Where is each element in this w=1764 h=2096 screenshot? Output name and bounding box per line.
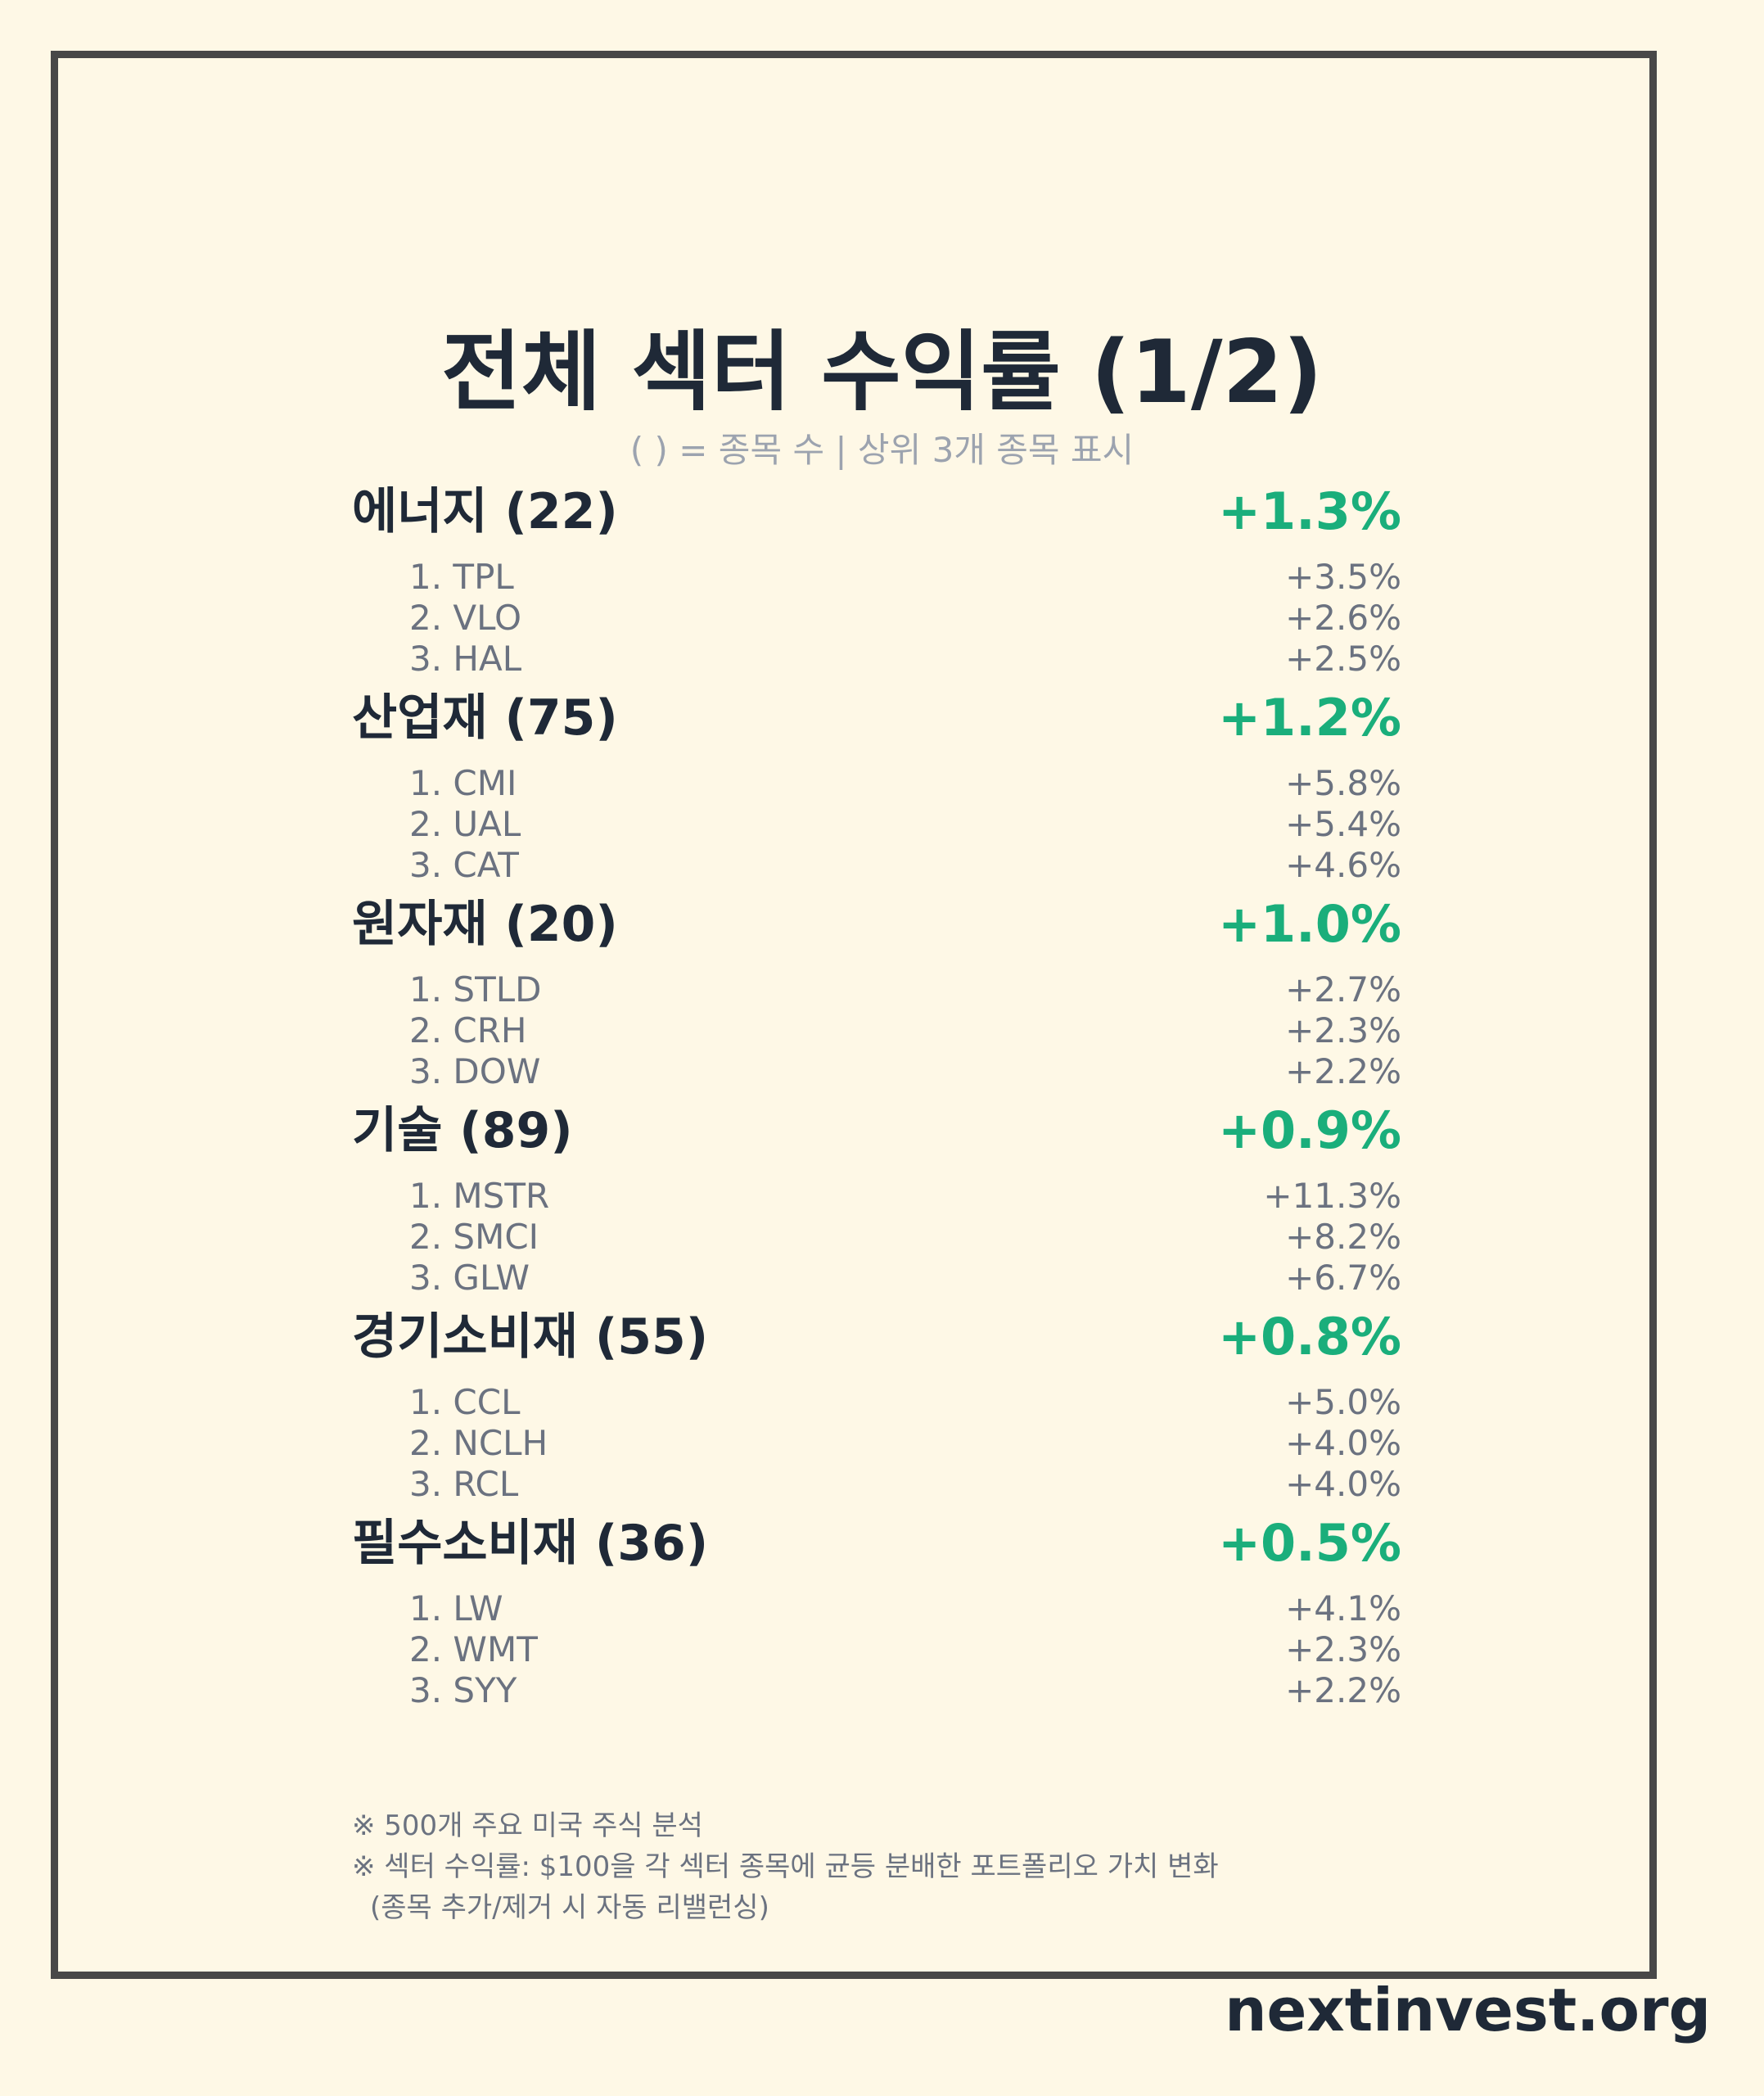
stock-list: 1. CCL +5.0% 2. NCLH +4.0% 3. RCL +4.0% [352,1382,1401,1505]
stock-row: 1. MSTR +11.3% [352,1176,1401,1217]
sector-header: 경기소비재 (55) +0.8% [352,1300,1401,1374]
sector-header: 기술 (89) +0.9% [352,1094,1401,1168]
content-frame [51,51,1657,1979]
sector-header: 필수소비재 (36) +0.5% [352,1506,1401,1580]
stock-name: 3. CAT [409,845,519,885]
sector-name: 에너지 (22) [352,483,618,540]
sector-return: +1.0% [1218,894,1401,954]
stock-row: 2. VLO +2.6% [352,598,1401,639]
stock-row: 3. HAL +2.5% [352,639,1401,680]
stock-return: +8.2% [1285,1217,1401,1257]
stock-name: 1. CMI [409,763,517,803]
sector-name: 산업재 (75) [352,689,618,747]
sector-name: 필수소비재 (36) [352,1515,709,1572]
stock-row: 1. CCL +5.0% [352,1382,1401,1423]
stock-name: 3. SYY [409,1670,517,1710]
stock-name: 3. DOW [409,1051,541,1091]
sector-block: 산업재 (75) +1.2% 1. CMI +5.8% 2. UAL +5.4%… [352,681,1401,888]
stock-name: 3. RCL [409,1464,519,1504]
stock-name: 1. TPL [409,557,514,597]
stock-name: 1. MSTR [409,1176,550,1216]
stock-row: 1. STLD +2.7% [352,969,1401,1010]
stock-row: 2. WMT +2.3% [352,1629,1401,1670]
stock-row: 3. RCL +4.0% [352,1464,1401,1505]
stock-name: 1. CCL [409,1382,521,1422]
stock-return: +2.2% [1285,1051,1401,1091]
stock-return: +4.1% [1285,1588,1401,1628]
stock-row: 2. SMCI +8.2% [352,1217,1401,1258]
stock-row: 3. SYY +2.2% [352,1670,1401,1711]
stock-name: 1. LW [409,1588,503,1628]
stock-name: 3. HAL [409,639,522,679]
stock-return: +4.0% [1285,1423,1401,1463]
stock-row: 3. GLW +6.7% [352,1258,1401,1299]
stock-return: +2.3% [1285,1629,1401,1669]
stock-list: 1. LW +4.1% 2. WMT +2.3% 3. SYY +2.2% [352,1588,1401,1711]
sector-block: 에너지 (22) +1.3% 1. TPL +3.5% 2. VLO +2.6%… [352,475,1401,681]
sector-header: 원자재 (20) +1.0% [352,888,1401,961]
sector-return: +0.9% [1218,1100,1401,1160]
stock-return: +2.5% [1285,639,1401,679]
sector-header: 에너지 (22) +1.3% [352,475,1401,549]
stock-row: 2. NCLH +4.0% [352,1423,1401,1464]
stock-return: +2.6% [1285,598,1401,638]
sector-block: 기술 (89) +0.9% 1. MSTR +11.3% 2. SMCI +8.… [352,1094,1401,1300]
sector-return: +1.2% [1218,688,1401,748]
sector-return: +1.3% [1218,481,1401,541]
sector-name: 기술 (89) [352,1102,573,1159]
stock-name: 2. UAL [409,804,521,844]
footnote-analysis-scope: ※ 500개 주요 미국 주식 분석 [352,1809,703,1842]
footnote-rebalancing: (종목 추가/제거 시 자동 리밸런싱) [370,1891,769,1924]
stock-return: +6.7% [1285,1258,1401,1298]
stock-list: 1. TPL +3.5% 2. VLO +2.6% 3. HAL +2.5% [352,557,1401,680]
stock-return: +11.3% [1263,1176,1401,1216]
sector-block: 경기소비재 (55) +0.8% 1. CCL +5.0% 2. NCLH +4… [352,1300,1401,1506]
stock-row: 2. UAL +5.4% [352,804,1401,845]
sector-return: +0.5% [1218,1513,1401,1573]
stock-list: 1. CMI +5.8% 2. UAL +5.4% 3. CAT +4.6% [352,763,1401,886]
stock-return: +5.0% [1285,1382,1401,1422]
stock-return: +2.2% [1285,1670,1401,1710]
stock-row: 2. CRH +2.3% [352,1010,1401,1051]
page-subtitle: ( ) = 종목 수 | 상위 3개 종목 표시 [629,430,1135,470]
stock-name: 2. NCLH [409,1423,548,1463]
sector-return: +0.8% [1218,1307,1401,1366]
stock-row: 3. DOW +2.2% [352,1051,1401,1092]
stock-name: 2. CRH [409,1010,527,1050]
stock-return: +4.0% [1285,1464,1401,1504]
stock-row: 1. TPL +3.5% [352,557,1401,598]
stock-name: 3. GLW [409,1258,530,1298]
stock-return: +5.4% [1285,804,1401,844]
sector-block: 필수소비재 (36) +0.5% 1. LW +4.1% 2. WMT +2.3… [352,1506,1401,1713]
stock-name: 2. SMCI [409,1217,539,1257]
sector-name: 경기소비재 (55) [352,1308,709,1366]
stock-name: 1. STLD [409,969,542,1010]
stock-return: +4.6% [1285,845,1401,885]
stock-name: 2. WMT [409,1629,538,1669]
sector-block: 원자재 (20) +1.0% 1. STLD +2.7% 2. CRH +2.3… [352,888,1401,1094]
page-title: 전체 섹터 수익률 (1/2) [441,322,1323,422]
stock-return: +2.3% [1285,1010,1401,1050]
stock-row: 3. CAT +4.6% [352,845,1401,886]
stock-list: 1. STLD +2.7% 2. CRH +2.3% 3. DOW +2.2% [352,969,1401,1092]
stock-return: +3.5% [1285,557,1401,597]
sector-list: 에너지 (22) +1.3% 1. TPL +3.5% 2. VLO +2.6%… [352,475,1401,1713]
sector-name: 원자재 (20) [352,896,618,953]
stock-list: 1. MSTR +11.3% 2. SMCI +8.2% 3. GLW +6.7… [352,1176,1401,1299]
stock-return: +2.7% [1285,969,1401,1010]
footnote-return-method: ※ 섹터 수익률: $100을 각 섹터 종목에 균등 분배한 포트폴리오 가치… [352,1850,1219,1883]
footnotes: ※ 500개 주요 미국 주식 분석 ※ 섹터 수익률: $100을 각 섹터 … [352,1805,1219,1928]
stock-return: +5.8% [1285,763,1401,803]
sector-header: 산업재 (75) +1.2% [352,681,1401,755]
stock-row: 1. CMI +5.8% [352,763,1401,804]
stock-row: 1. LW +4.1% [352,1588,1401,1629]
stock-name: 2. VLO [409,598,522,638]
brand-watermark: nextinvest.org [1225,1976,1711,2044]
